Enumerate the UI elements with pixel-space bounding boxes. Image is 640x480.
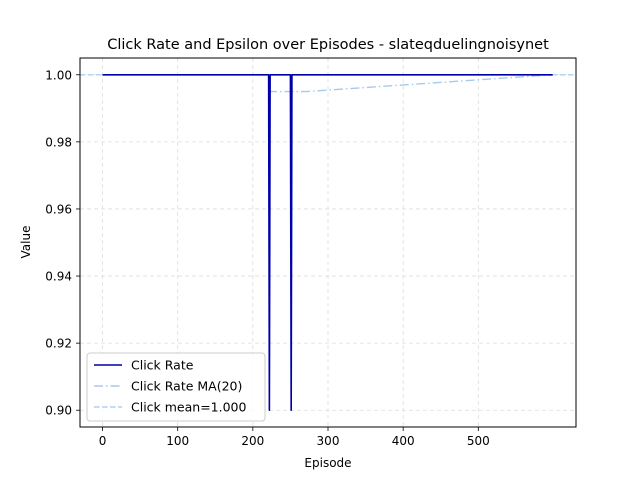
legend-label: Click mean=1.000 [131,400,247,415]
legend-label: Click Rate [131,358,194,373]
y-tick-label: 0.94 [45,270,72,284]
x-tick-label: 200 [241,434,264,448]
x-tick-label: 300 [317,434,340,448]
y-tick-label: 1.00 [45,68,72,82]
legend-box [86,352,266,422]
y-axis-label: Value [19,226,33,259]
chart-title: Click Rate and Epsilon over Episodes - s… [107,37,549,53]
y-tick-label: 0.90 [45,404,72,418]
x-tick-label: 100 [166,434,189,448]
x-tick-label: 500 [467,434,490,448]
y-tick-label: 0.92 [45,337,72,351]
x-axis-label: Episode [304,456,351,470]
legend: Click Rate Click Rate MA(20) Click mean=1.… [86,352,266,422]
x-tick-label: 400 [392,434,415,448]
legend-label: Click Rate MA(20) [131,379,242,394]
y-axis: 0.90 0.92 0.94 0.96 0.98 1.00 [45,68,80,418]
series-layer [80,73,576,412]
y-tick-label: 0.96 [45,202,72,216]
series-line-click-rate [102,73,553,412]
x-axis: 0 100 200 300 400 500 [99,427,490,448]
x-tick-label: 0 [99,434,107,448]
y-tick-label: 0.98 [45,135,72,149]
